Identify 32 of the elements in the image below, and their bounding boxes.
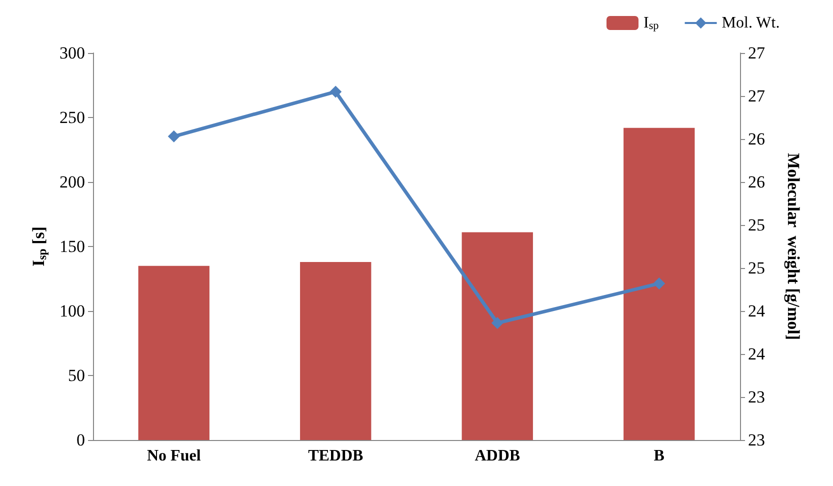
y-tick-label: 0 xyxy=(76,430,85,450)
y2-tick-label: 27 xyxy=(748,44,766,62)
y-tick-label: 300 xyxy=(60,44,85,62)
legend-label: Mol. Wt. xyxy=(722,14,780,32)
y2-tick-label: 25 xyxy=(748,258,765,278)
bar xyxy=(462,232,533,440)
point xyxy=(330,86,342,98)
y2-tick-label: 26 xyxy=(748,172,765,192)
y2-tick-label: 27 xyxy=(748,86,766,106)
x-tick-label: B xyxy=(654,448,665,464)
bar xyxy=(300,262,372,440)
y-tick-label: 50 xyxy=(68,366,85,385)
point xyxy=(168,130,180,142)
y-axis-title: Isp [s] xyxy=(29,226,49,267)
y-tick-label: 150 xyxy=(60,237,85,256)
y-tick-label: 100 xyxy=(60,302,85,320)
bar xyxy=(624,128,695,440)
y2-tick-label: 24 xyxy=(748,344,766,364)
y2-tick-label: 26 xyxy=(748,130,765,148)
y-tick-label: 250 xyxy=(60,108,85,127)
point xyxy=(653,277,666,290)
x-tick-label: ADDB xyxy=(474,448,520,464)
y2-tick-label: 24 xyxy=(748,302,766,320)
y2-tick-label: 23 xyxy=(748,388,765,406)
y2-tick-label: 23 xyxy=(748,430,765,450)
y-tick-label: 200 xyxy=(60,172,85,192)
x-tick-label: TEDDB xyxy=(308,448,364,464)
x-tick-label: No Fuel xyxy=(146,448,202,464)
y2-axis-title: Molecular weight [g/mol] xyxy=(784,152,803,340)
point xyxy=(491,317,504,330)
bar xyxy=(138,266,210,440)
y2-tick-label: 25 xyxy=(748,216,765,234)
